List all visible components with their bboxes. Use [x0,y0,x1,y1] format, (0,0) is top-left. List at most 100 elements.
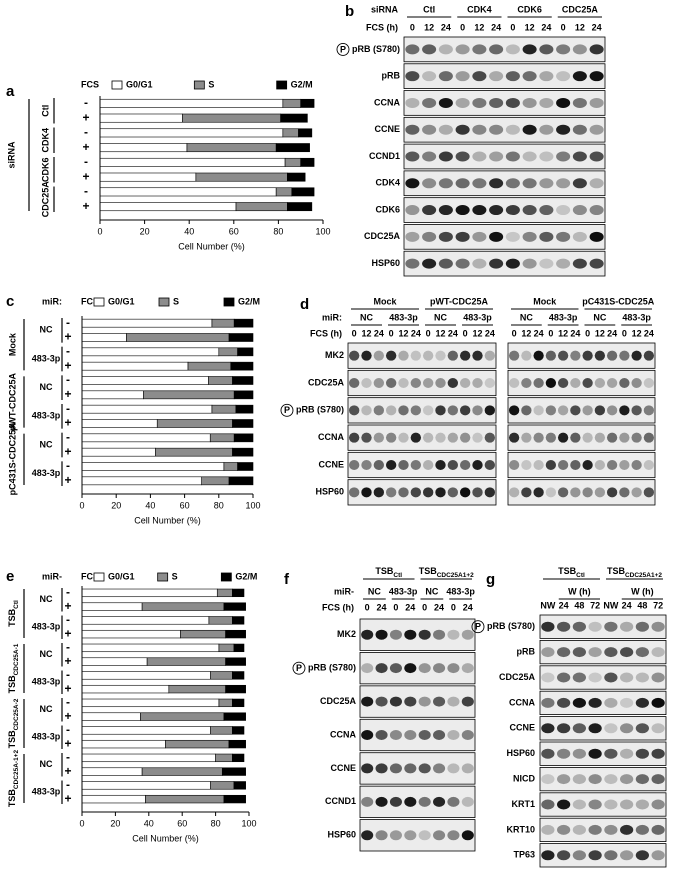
blot-band [572,799,586,810]
bar-segment [81,476,202,486]
blot-band [459,378,471,388]
row-label: pRB (S780) [296,405,344,415]
blot-band [422,258,437,269]
blot-band [422,405,434,416]
blot-band [533,432,544,443]
blot-band [375,663,388,674]
row-label: pRB (S780) [308,663,356,673]
blot-band [422,151,437,162]
bar-segment [232,671,245,680]
lane-label: 24 [448,328,458,338]
group-header: pC431S-CDC25A [582,296,655,306]
blot-band [433,830,446,841]
category-label: - [66,401,70,415]
panel-letter: a [6,83,15,100]
blot-band [361,796,374,807]
blot-band [604,672,618,683]
blot-band [361,378,372,388]
lane-label: 24 [570,328,580,338]
outer-group-label: TSBCtl [7,600,19,627]
bar-segment [225,629,246,639]
blot-band [539,205,554,216]
lane-label: NW [603,600,618,610]
bar-segment [81,671,211,680]
blot-band [651,824,665,835]
legend-swatch [158,297,170,307]
bar-segment [233,643,245,653]
lane-label: 0 [512,328,517,338]
bar-segment [287,172,306,182]
bar-segment [81,347,220,357]
bar-segment [81,602,143,611]
x-axis-title: Cell Number (%) [132,833,199,843]
blot-band [447,460,459,470]
outer-group-label-sub: CDC25A-1+2 [13,750,20,790]
row-label: CDC25A [320,696,357,706]
blot-band [651,697,665,708]
blot-band [455,151,470,162]
blot-band [604,774,618,785]
blot-band [389,696,402,707]
header-label: miR: [322,312,342,322]
bar-segment [298,128,313,138]
bar-segment [232,753,245,763]
blot-band [373,350,385,361]
blot-band [398,460,409,470]
blot-strip [347,342,497,369]
blot-band [545,460,557,470]
bar-segment [81,318,213,328]
category-label: + [64,387,71,401]
blot-band [489,71,504,82]
blot-band [521,378,532,388]
blot-band [572,774,586,785]
group-label: 483-3p [32,677,61,687]
row-label: pRB [382,71,401,81]
lane-label: 12 [595,328,605,338]
phospho-label: P [284,405,290,415]
legend-label: G0/G1 [108,296,135,306]
lane-label: 12 [435,328,445,338]
blot-band [438,178,453,189]
category-label: - [66,750,70,764]
category-label: + [64,599,71,613]
bar-segment [195,172,288,182]
group-label: Ctl [40,105,50,117]
header-label: FCS (h) [322,602,354,612]
bar-segment [228,333,254,342]
bar-segment [280,113,308,123]
blot-band [373,405,385,416]
blot-band [604,697,618,708]
group-header: W (h) [568,586,591,596]
row-label: CDK4 [375,178,400,188]
legend-swatch [193,80,205,90]
category-label: + [64,473,71,487]
blot-band [447,350,459,361]
blot-band [348,405,360,416]
lane-label: 24 [607,328,617,338]
outer-group-label: pWT-CDC25A [7,373,17,431]
x-tick-label: 80 [211,818,221,828]
category-label: - [84,96,88,110]
blot-band [373,460,385,470]
blot-band [438,258,453,269]
blot-band [533,378,544,388]
legend-label: S [173,296,179,306]
blot-band [572,621,586,632]
blot-strip [347,424,497,451]
panel-letter: b [345,3,354,20]
blot-band [631,460,642,470]
blot-band [541,850,555,861]
lane-label: 12 [398,328,408,338]
blot-band [418,796,431,807]
blot-band [619,460,630,470]
blot-band [348,487,360,498]
legend-label: S [172,571,178,581]
bar-segment [237,347,254,357]
blot-band [570,405,581,416]
blot-band [505,258,520,269]
blot-band [541,748,555,759]
blot-band [455,258,470,269]
lane-label: 72 [653,600,663,610]
blot-band [572,697,586,708]
blot-band [418,696,431,707]
